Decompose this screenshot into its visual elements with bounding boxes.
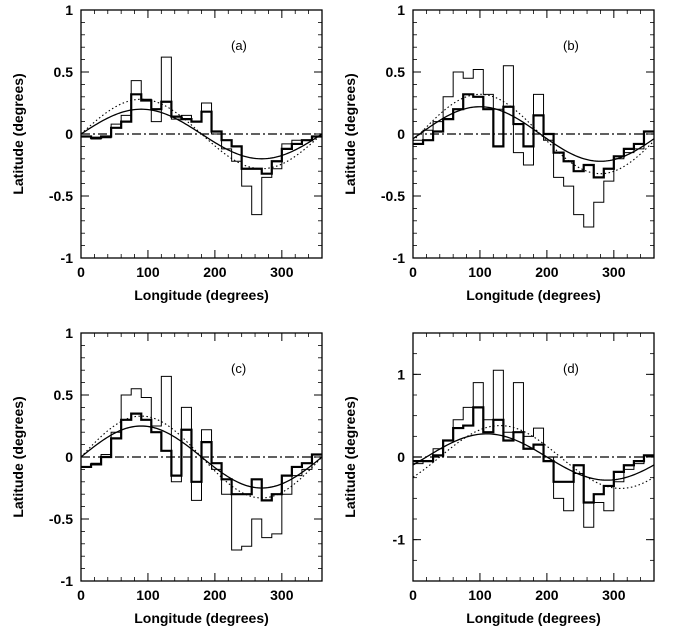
y-tick-label: 0.5 <box>54 64 74 80</box>
x-tick-label: 0 <box>77 264 85 280</box>
y-tick-label: 1 <box>397 366 405 382</box>
x-axis-title: Longitude (degrees) <box>466 610 601 626</box>
y-tick-label: 1 <box>65 2 73 18</box>
series-thick-histogram <box>81 93 322 175</box>
x-tick-label: 200 <box>535 264 559 280</box>
x-tick-label: 0 <box>409 264 417 280</box>
x-tick-label: 100 <box>468 587 492 603</box>
series-thick-histogram <box>413 93 654 179</box>
y-tick-label: 0 <box>397 449 405 465</box>
y-tick-label: -0.5 <box>381 188 405 204</box>
series-thick-histogram <box>81 412 322 502</box>
chart-panel-c: 0 100 200 300 -1 -0.5 0 0.5 1 Longitude (degrees)… <box>10 325 323 626</box>
y-tick-label: -0.5 <box>49 511 73 527</box>
y-tick-label: 0 <box>65 449 73 465</box>
y-tick-label: -1 <box>61 250 74 266</box>
x-tick-label: 100 <box>136 264 160 280</box>
y-tick-label: 0 <box>65 126 73 142</box>
x-tick-label: 0 <box>409 587 417 603</box>
y-axis-title: Latitude (degrees) <box>10 396 26 517</box>
series-solid-sine <box>412 433 655 481</box>
y-axis-title: Latitude (degrees) <box>342 396 358 517</box>
chart-panel-a: 0 100 200 300 -1 -0.5 0 0.5 1 Longitude (degrees)… <box>10 2 323 303</box>
series-dotted-sine <box>412 93 655 175</box>
panel-label: (b) <box>563 38 579 53</box>
y-tick-label: -1 <box>393 250 406 266</box>
x-tick-label: 100 <box>136 587 160 603</box>
y-tick-label: 0.5 <box>386 64 406 80</box>
x-tick-label: 100 <box>468 264 492 280</box>
x-tick-label: 300 <box>602 587 626 603</box>
x-tick-label: 200 <box>535 587 559 603</box>
y-axis-title: Latitude (degrees) <box>10 73 26 194</box>
series-thin-histogram <box>81 56 322 216</box>
x-tick-label: 300 <box>602 264 626 280</box>
series-thin-histogram <box>413 369 654 528</box>
series-solid-sine <box>412 106 655 162</box>
x-axis-title: Longitude (degrees) <box>134 610 269 626</box>
chart-panel-b: 0 100 200 300 -1 -0.5 0 0.5 1 Longitude (degrees)… <box>342 2 655 303</box>
y-tick-label: -1 <box>61 573 74 589</box>
x-axis-title: Longitude (degrees) <box>466 287 601 303</box>
y-tick-label: 1 <box>65 325 73 341</box>
panel-label: (c) <box>231 361 246 376</box>
x-tick-label: 200 <box>203 587 227 603</box>
y-tick-label: 0.5 <box>54 387 74 403</box>
x-tick-label: 300 <box>270 587 294 603</box>
y-tick-label: -1 <box>393 532 406 548</box>
x-axis-title: Longitude (degrees) <box>134 287 269 303</box>
y-tick-label: -0.5 <box>49 188 73 204</box>
x-tick-label: 300 <box>270 264 294 280</box>
y-axis-title: Latitude (degrees) <box>342 73 358 194</box>
series-thick-histogram <box>413 406 654 504</box>
chart-panel-d: 0 100 200 300 -1 0 1 Longitude (degrees) Latitud… <box>342 332 655 626</box>
y-tick-label: 1 <box>397 2 405 18</box>
panel-label: (a) <box>231 38 247 53</box>
panel-label: (d) <box>563 361 579 376</box>
x-tick-label: 200 <box>203 264 227 280</box>
y-tick-label: 0 <box>397 126 405 142</box>
x-tick-label: 0 <box>77 587 85 603</box>
